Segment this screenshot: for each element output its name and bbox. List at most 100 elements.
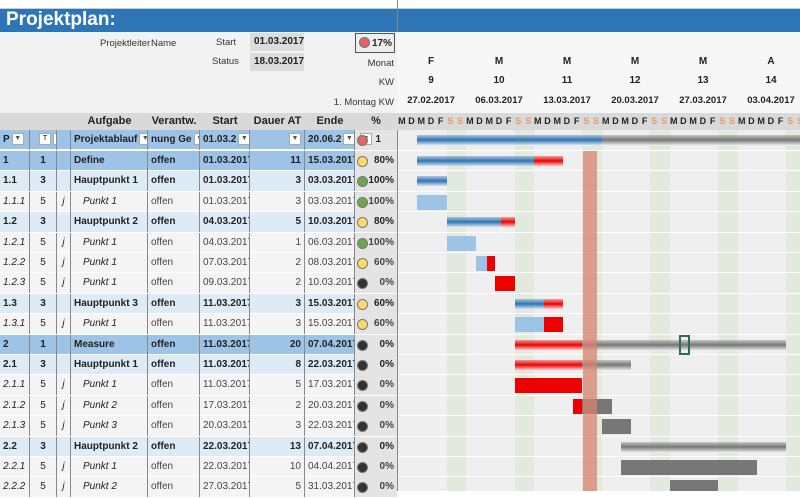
filter-row: P▼T▼Projektablauf▼nung Ge▼01.03.2▼▼20.06… xyxy=(0,130,397,151)
cell-start[interactable]: 01.03.2 ▼ xyxy=(200,130,250,150)
dropdown-arrow-icon[interactable]: ▼ xyxy=(11,133,24,146)
table-row: 1.2.3 5 j Punkt 1 offen 09.03.2017 2 10.03.2017… xyxy=(0,273,397,294)
gantt-bar-overdue[interactable] xyxy=(543,317,564,333)
cell-status: 0% xyxy=(355,273,397,294)
gantt-bar-overdue[interactable] xyxy=(495,276,515,292)
cell-id: 1 xyxy=(0,151,30,171)
filter-icon[interactable]: T xyxy=(39,133,51,146)
dropdown-arrow-icon[interactable]: ▼ xyxy=(53,133,56,146)
status-label: Status xyxy=(212,56,239,67)
cell-owner: offen xyxy=(148,436,200,457)
cell-end: 22.03.2017 xyxy=(305,416,355,437)
gantt-bar-done[interactable] xyxy=(417,194,447,210)
cell-status: 0% xyxy=(355,334,397,355)
week-monday: 20.03.2017 xyxy=(611,95,659,106)
dropdown-arrow-icon[interactable]: ▼ xyxy=(289,133,301,146)
cell-duration[interactable]: ▼ xyxy=(250,130,305,150)
gantt-bar-done[interactable] xyxy=(417,176,447,188)
gantt-bar-done[interactable] xyxy=(417,135,603,146)
cell-end[interactable]: 20.06.2 ▼ xyxy=(305,130,355,150)
dropdown-arrow-icon[interactable]: ▼ xyxy=(139,133,147,146)
start-value[interactable]: 01.03.2017 xyxy=(250,33,304,51)
gantt-bar-overdue[interactable] xyxy=(514,360,583,371)
day-letter: M xyxy=(737,116,746,126)
day-letter: D xyxy=(748,116,755,126)
cell-percent: 0% xyxy=(379,399,394,411)
gantt-bar-planned[interactable] xyxy=(582,360,632,371)
gantt-bar-overdue[interactable] xyxy=(514,339,583,351)
day-letter: M xyxy=(553,116,561,126)
gantt-bar-overdue[interactable] xyxy=(500,217,515,229)
status-dot-icon xyxy=(357,319,368,331)
gantt-bar-overdue[interactable] xyxy=(514,378,583,394)
cell-owner[interactable]: nung Ge▼ xyxy=(148,130,200,150)
cell-task: Punkt 1 xyxy=(71,253,148,273)
day-letter: D xyxy=(427,116,435,126)
cell-id: 2.2.2 xyxy=(0,477,30,498)
cell-status[interactable]: ▼1 xyxy=(355,130,397,150)
dropdown-arrow-icon[interactable]: ▼ xyxy=(343,133,354,146)
weekend-column xyxy=(786,130,797,491)
cell-status: 80% xyxy=(355,151,397,171)
weekend-column xyxy=(728,130,738,491)
cell-status: 100% xyxy=(355,232,397,253)
gantt-bar-overdue[interactable] xyxy=(543,298,564,310)
cell-start: 09.03.2017 xyxy=(200,273,250,294)
day-letter: S xyxy=(728,116,735,126)
gantt-bar-overdue[interactable] xyxy=(533,156,564,167)
cell-level: 3 xyxy=(30,436,57,457)
status-value[interactable]: 18.03.2017 xyxy=(250,53,304,71)
leader-value[interactable]: Name xyxy=(151,38,177,49)
cell-level: 5 xyxy=(30,416,57,437)
table-row: 2.2.2 5 j Punkt 2 offen 27.03.2017 5 31.03.2017… xyxy=(0,477,397,498)
gantt-bar-planned[interactable] xyxy=(602,135,800,146)
gantt-bar-done[interactable] xyxy=(475,256,488,271)
cell-duration: 5 xyxy=(250,477,305,498)
cell-flag[interactable] xyxy=(57,130,71,150)
cell-end: 06.03.2017 xyxy=(305,232,355,253)
dropdown-arrow-icon[interactable]: ▼ xyxy=(238,133,249,146)
cell-id: 2.2.1 xyxy=(0,457,30,477)
cell-duration: 3 xyxy=(250,416,305,437)
gantt-bar-planned[interactable] xyxy=(601,419,632,435)
gantt-bar-planned[interactable] xyxy=(582,339,787,351)
cell-task[interactable]: Projektablauf▼ xyxy=(71,130,148,150)
selected-cell[interactable] xyxy=(679,335,690,355)
day-letter: D xyxy=(767,116,775,126)
gantt-bar-done[interactable] xyxy=(514,317,544,333)
cell-end: 31.03.2017 xyxy=(305,477,355,498)
cell-level: 5 xyxy=(30,395,57,416)
dropdown-arrow-icon[interactable]: ▼ xyxy=(193,133,199,146)
gantt-bar-overdue[interactable] xyxy=(487,256,496,271)
table-row: 1.2.1 5 j Punkt 1 offen 04.03.2017 1 06.03.2017… xyxy=(0,232,397,253)
cell-start: 04.03.2017 xyxy=(200,212,250,233)
table-row: 2.2 3 Hauptpunkt 2 offen 22.03.2017 13 07.04.2… xyxy=(0,436,397,457)
gantt-bar-done[interactable] xyxy=(417,156,534,167)
cell-start: 01.03.2017 xyxy=(200,171,250,192)
cell-flag: j xyxy=(57,395,71,416)
gantt-bar-planned[interactable] xyxy=(621,441,787,453)
gantt-bar-overdue[interactable] xyxy=(572,398,583,414)
cell-percent: 1 xyxy=(375,134,381,145)
cell-level: 3 xyxy=(30,293,57,314)
cell-id[interactable]: P ▼ xyxy=(0,130,30,150)
cell-flag xyxy=(57,151,71,171)
cell-level[interactable]: T▼ xyxy=(30,130,57,150)
cell-percent: 0% xyxy=(379,277,394,289)
cell-duration: 3 xyxy=(250,314,305,335)
gantt-bar-done[interactable] xyxy=(446,235,476,251)
gantt-bar-done[interactable] xyxy=(514,298,544,310)
day-letter: M xyxy=(757,116,765,126)
table-row: 2.2.1 5 j Punkt 1 offen 22.03.2017 10 04.04.201… xyxy=(0,457,397,478)
week-month: M xyxy=(698,56,708,67)
cell-flag: j xyxy=(57,273,71,294)
cell-flag: j xyxy=(57,457,71,477)
day-letter: M xyxy=(417,116,426,126)
cell-percent: 0% xyxy=(379,379,394,391)
cell-id: 2.1 xyxy=(0,355,30,375)
gantt-bar-planned[interactable] xyxy=(621,460,758,475)
cell-task: Hauptpunkt 1 xyxy=(71,171,148,192)
gantt-bar-done[interactable] xyxy=(446,217,501,229)
cell-start: 17.03.2017 xyxy=(200,395,250,416)
gantt-bar-planned[interactable] xyxy=(669,480,719,491)
